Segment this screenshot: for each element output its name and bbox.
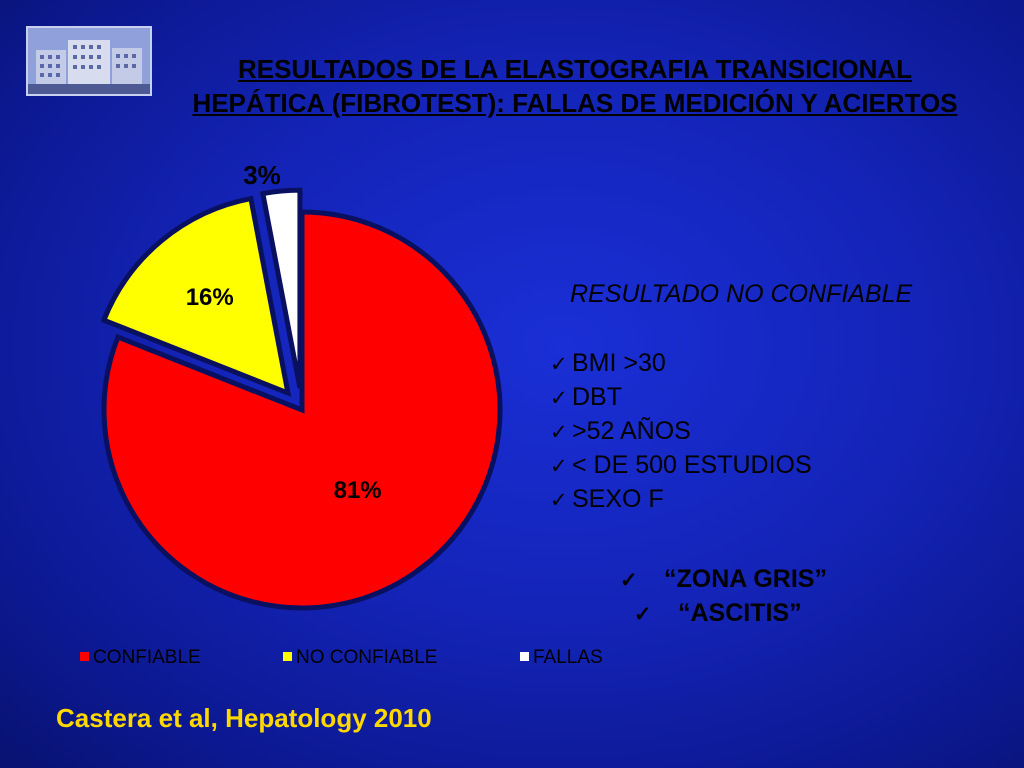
criteria-item-label: DBT (572, 383, 622, 411)
check-icon: ✓ (550, 353, 568, 376)
criteria-item-label: < DE 500 ESTUDIOS (572, 451, 812, 479)
legend-item-no-confiable: NO CONFIABLE (283, 647, 437, 669)
criteria-item-age: ✓ >52 AÑOS (550, 414, 812, 448)
legend-label: CONFIABLE (93, 647, 201, 668)
pie-label-no-confiable: 16% (186, 284, 234, 311)
pie-slice-confiable (101, 209, 503, 611)
hospital-building-image (28, 28, 150, 94)
hospital-logo (26, 26, 152, 96)
criteria-item-sex: ✓ SEXO F (550, 482, 812, 516)
criteria-heading: RESULTADO NO CONFIABLE (570, 280, 913, 308)
legend-label: FALLAS (533, 647, 603, 668)
criteria-item-bmi: ✓ BMI >30 (550, 346, 812, 380)
criteria-item-label: >52 AÑOS (572, 417, 691, 445)
citation: Castera et al, Hepatology 2010 (56, 703, 432, 733)
criteria-bmi-prefix: BMI (572, 349, 624, 377)
check-icon: ✓ (550, 421, 568, 444)
pie-slice-no-confiable (100, 195, 292, 398)
legend-swatch (520, 652, 529, 661)
criteria-bmi-value: >30 (623, 349, 666, 377)
legend-swatch (283, 652, 292, 661)
check-icon: ✓ (620, 569, 638, 592)
check-icon: ✓ (550, 387, 568, 410)
extra-item-label: “ZONA GRIS” (664, 565, 827, 593)
pie-label-confiable: 81% (334, 477, 382, 504)
legend-label: NO CONFIABLE (296, 647, 438, 668)
pie-label-fallas: 3% (243, 160, 281, 190)
legend-item-fallas: FALLAS (520, 647, 603, 669)
criteria-item-dbt: ✓ DBT (550, 380, 812, 414)
criteria-item-label: SEXO F (572, 485, 664, 513)
check-icon: ✓ (634, 603, 652, 626)
pie-slice-fallas (259, 187, 303, 389)
extra-item-zona-gris: ✓ “ZONA GRIS” (620, 562, 827, 596)
legend-item-confiable: CONFIABLE (80, 647, 201, 669)
criteria-item-studies: ✓ < DE 500 ESTUDIOS (550, 448, 812, 482)
check-icon: ✓ (550, 455, 568, 478)
check-icon: ✓ (550, 489, 568, 512)
criteria-list: ✓ BMI >30 ✓ DBT ✓ >52 AÑOS ✓ < DE 500 ESTUDI… (550, 346, 812, 516)
slide-title: RESULTADOS DE LA ELASTOGRAFIA TRANSICION… (192, 54, 958, 118)
legend-swatch (80, 652, 89, 661)
extra-criteria-list: ✓ “ZONA GRIS” ✓ “ASCITIS” (620, 562, 827, 630)
extra-item-label: “ASCITIS” (678, 599, 802, 627)
extra-item-ascitis: ✓ “ASCITIS” (634, 596, 827, 630)
